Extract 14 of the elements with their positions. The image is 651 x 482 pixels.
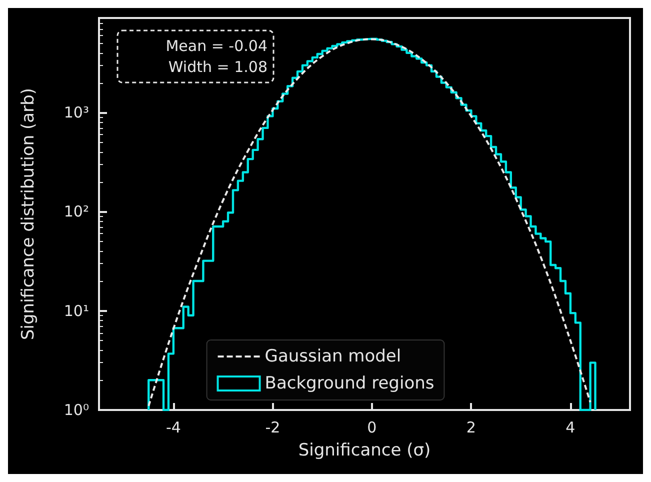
y-tick-label: 10³ [64, 104, 89, 122]
x-axis-title: Significance (σ) [298, 440, 431, 460]
x-tick-label: 2 [466, 418, 476, 436]
y-tick-label: 10¹ [64, 302, 89, 320]
x-tick-label: -2 [265, 418, 280, 436]
annotation: Mean = -0.04 Width = 1.08 [166, 37, 268, 76]
legend-label: Gaussian model [264, 346, 402, 366]
x-tick-label: 4 [566, 418, 576, 436]
legend-label: Background regions [264, 374, 434, 394]
x-tick-label: 0 [367, 418, 377, 436]
y-tick-label: 10² [64, 202, 89, 221]
y-axis-title: Significance distribution (arb) [18, 88, 38, 340]
y-tick-label: 10⁰ [64, 401, 89, 419]
x-tick-label: -4 [166, 418, 181, 436]
